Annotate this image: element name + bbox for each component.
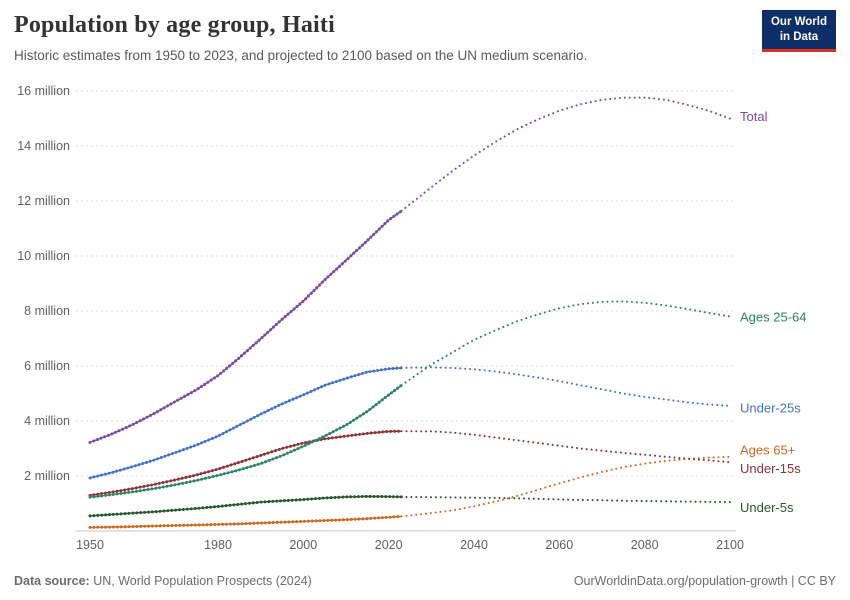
x-axis-label: 2080	[631, 538, 659, 552]
y-axis-label: 2 million	[24, 469, 70, 483]
series-historic-dots-total	[88, 209, 403, 444]
series-label-under-15s: Under-15s	[740, 461, 801, 476]
series-projected-ages-25-64	[400, 300, 731, 387]
footer-link[interactable]: OurWorldinData.org/population-growth | C…	[573, 574, 836, 588]
y-axis-label: 8 million	[24, 304, 70, 318]
x-axis-label: 2100	[716, 538, 744, 552]
x-axis-label: 2040	[460, 538, 488, 552]
x-axis-label: 1980	[204, 538, 232, 552]
chart-header: Population by age group, Haiti Historic …	[14, 12, 740, 63]
series-historic-dots-under-25s	[88, 366, 403, 480]
y-axis-label: 12 million	[17, 194, 70, 208]
data-source-text: UN, World Population Prospects (2024)	[89, 574, 312, 588]
series-label-ages-65-: Ages 65+	[740, 443, 795, 458]
series-historic-dots-under-5s	[88, 494, 403, 518]
series-label-total: Total	[740, 109, 768, 124]
x-axis-label: 1950	[76, 538, 104, 552]
owid-logo-line2: in Data	[779, 30, 819, 43]
x-axis-label: 2060	[545, 538, 573, 552]
data-source-label: Data source:	[14, 574, 90, 588]
y-axis-label: 6 million	[24, 359, 70, 373]
series-historic-line-total	[89, 210, 402, 444]
data-source: Data source: UN, World Population Prospe…	[14, 574, 312, 588]
y-axis-label: 16 million	[17, 84, 70, 98]
series-projected-under-15s	[400, 430, 731, 464]
chart-footer: Data source: UN, World Population Prospe…	[14, 574, 836, 588]
series-projected-under-25s	[400, 366, 731, 407]
series-historic-line-under-15s	[89, 430, 402, 496]
owid-logo[interactable]: Our World in Data	[761, 10, 836, 52]
series-projected-ages-65-	[400, 455, 731, 518]
series-projected-under-5s	[400, 495, 731, 504]
y-axis-label: 10 million	[17, 249, 70, 263]
series-historic-line-ages-25-64	[89, 384, 402, 498]
series-historic-dots-ages-65-	[88, 514, 403, 529]
series-label-under-5s: Under-5s	[740, 500, 794, 515]
owid-logo-line1: Our World	[770, 16, 827, 28]
chart-subtitle: Historic estimates from 1950 to 2023, an…	[14, 48, 588, 63]
y-axis-label: 14 million	[17, 139, 70, 153]
series-historic-dots-ages-25-64	[88, 383, 403, 499]
series-projected-total	[400, 96, 731, 212]
series-label-ages-25-64: Ages 25-64	[740, 309, 807, 324]
series-historic-dots-under-15s	[88, 429, 403, 497]
series-label-under-25s: Under-25s	[740, 401, 801, 416]
y-axis-label: 4 million	[24, 414, 70, 428]
x-axis-label: 2020	[375, 538, 403, 552]
x-axis-label: 2000	[289, 538, 317, 552]
chart-title: Population by age group, Haiti	[14, 12, 335, 38]
